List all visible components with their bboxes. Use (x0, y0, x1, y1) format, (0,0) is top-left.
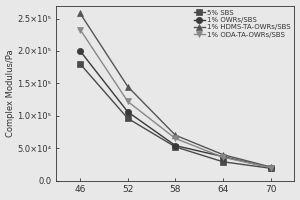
1% HDMS-TA-OWRs/SBS (78, 12, 82, 15)
1% ODA-TA-OWRs/SBS (221, 156, 225, 158)
1% ODA-TA-OWRs/SBS (126, 100, 130, 103)
5% SBS (126, 117, 130, 120)
1% OWRs/SBS (221, 155, 225, 158)
Line: 1% HDMS-TA-OWRs/SBS: 1% HDMS-TA-OWRs/SBS (77, 10, 274, 170)
1% ODA-TA-OWRs/SBS (78, 28, 82, 31)
Legend: 5% SBS, 1% OWRs/SBS, 1% HDMS-TA-OWRs/SBS, 1% ODA-TA-OWRs/SBS: 5% SBS, 1% OWRs/SBS, 1% HDMS-TA-OWRs/SBS… (194, 9, 291, 39)
5% SBS (221, 161, 225, 163)
1% ODA-TA-OWRs/SBS (174, 137, 177, 140)
5% SBS (78, 63, 82, 65)
1% OWRs/SBS (269, 166, 272, 169)
1% HDMS-TA-OWRs/SBS (174, 134, 177, 136)
1% OWRs/SBS (78, 50, 82, 52)
Y-axis label: Complex Modulus/Pa: Complex Modulus/Pa (6, 49, 15, 137)
1% ODA-TA-OWRs/SBS (269, 166, 272, 169)
Line: 5% SBS: 5% SBS (77, 61, 274, 171)
1% OWRs/SBS (174, 144, 177, 147)
5% SBS (174, 146, 177, 148)
1% HDMS-TA-OWRs/SBS (269, 166, 272, 168)
Line: 1% OWRs/SBS: 1% OWRs/SBS (77, 48, 274, 171)
Line: 1% ODA-TA-OWRs/SBS: 1% ODA-TA-OWRs/SBS (77, 26, 274, 171)
1% HDMS-TA-OWRs/SBS (126, 85, 130, 88)
1% OWRs/SBS (126, 111, 130, 113)
1% HDMS-TA-OWRs/SBS (221, 153, 225, 156)
5% SBS (269, 167, 272, 169)
